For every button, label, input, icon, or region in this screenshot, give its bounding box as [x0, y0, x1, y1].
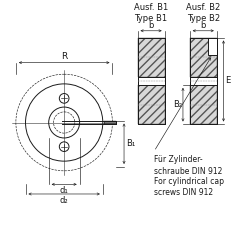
- Bar: [138, 77, 164, 85]
- Bar: [208, 38, 217, 55]
- Text: d₁: d₁: [60, 186, 68, 195]
- Bar: [138, 38, 164, 124]
- Text: B₁: B₁: [126, 139, 135, 148]
- Bar: [190, 38, 217, 77]
- Bar: [190, 85, 217, 124]
- Bar: [138, 85, 164, 124]
- Text: b: b: [200, 21, 206, 30]
- Bar: [138, 38, 164, 77]
- Text: d₂: d₂: [60, 196, 68, 205]
- Text: For cylindrical cap
screws DIN 912: For cylindrical cap screws DIN 912: [154, 176, 224, 198]
- Bar: [190, 38, 217, 124]
- Bar: [190, 77, 217, 85]
- Text: E: E: [226, 76, 231, 86]
- Text: B₂: B₂: [173, 100, 182, 109]
- Bar: [190, 85, 217, 124]
- Text: Für Zylinder-
schraube DIN 912: Für Zylinder- schraube DIN 912: [154, 155, 222, 176]
- FancyBboxPatch shape: [104, 120, 116, 124]
- Bar: [138, 38, 164, 77]
- Text: Ausf. B1
Type B1: Ausf. B1 Type B1: [134, 3, 168, 23]
- Text: b: b: [148, 21, 154, 30]
- Bar: [138, 85, 164, 124]
- Bar: [190, 38, 217, 77]
- Text: R: R: [61, 52, 67, 61]
- Text: Ausf. B2
Type B2: Ausf. B2 Type B2: [186, 3, 220, 23]
